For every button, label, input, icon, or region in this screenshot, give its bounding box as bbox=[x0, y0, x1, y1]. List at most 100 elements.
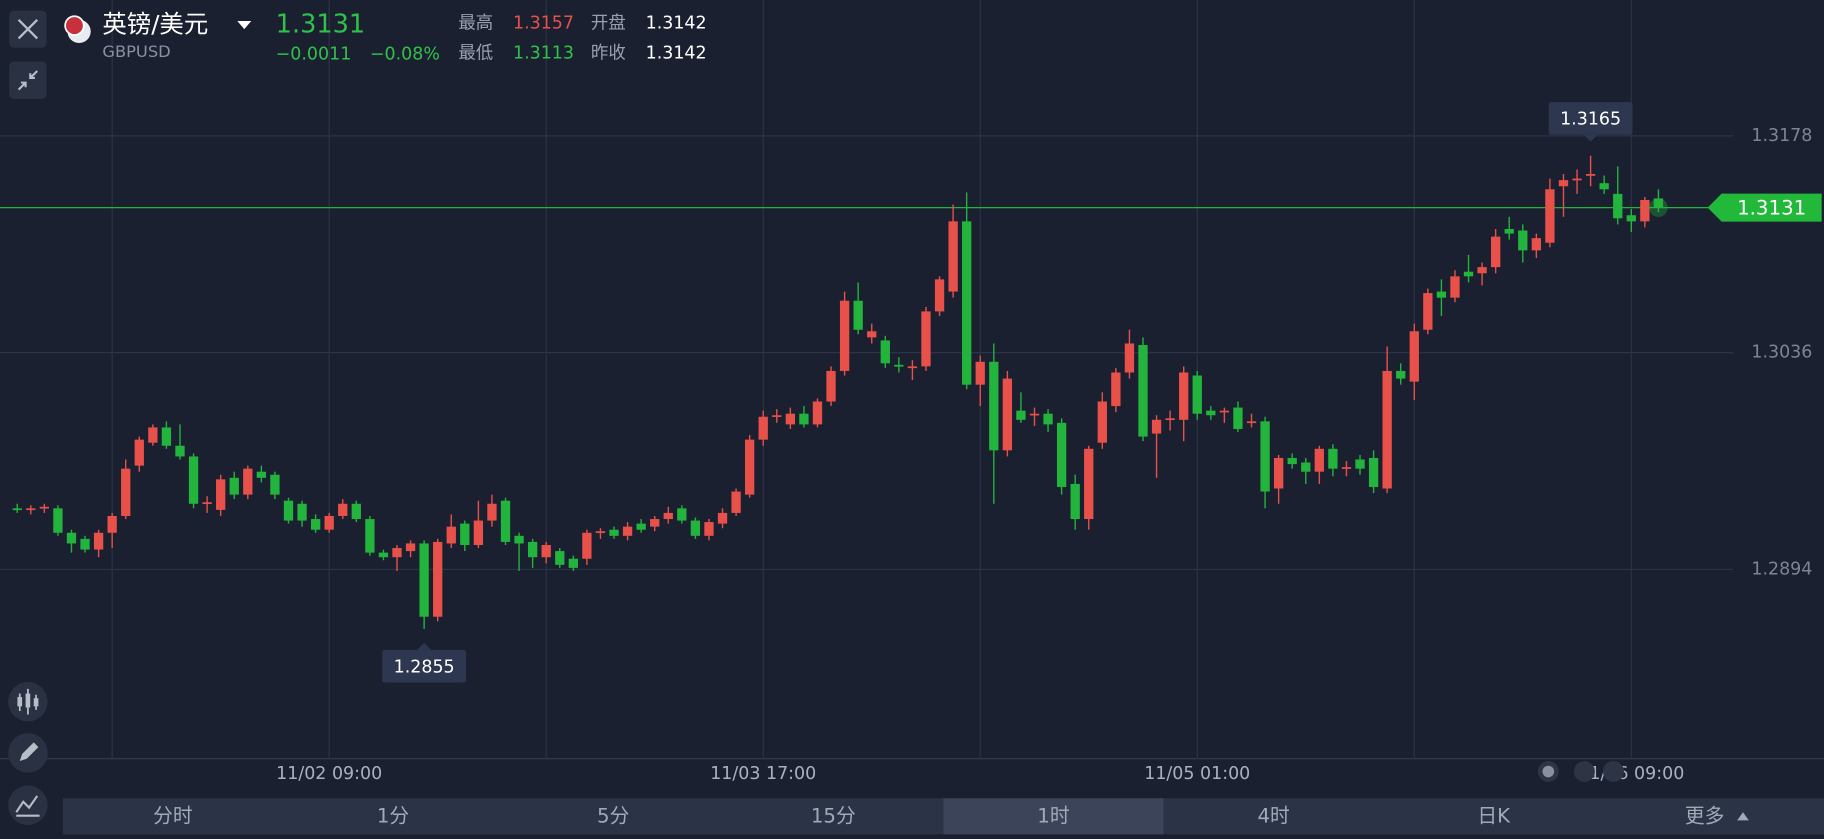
current-price: 1.3131 bbox=[276, 10, 365, 40]
price-change-pct: −0.08% bbox=[370, 45, 440, 65]
candle-body bbox=[745, 439, 755, 495]
timeframe-tab[interactable]: 1时 bbox=[1037, 804, 1069, 827]
candle-body bbox=[26, 508, 36, 511]
candle-body bbox=[446, 526, 456, 544]
candle-body bbox=[663, 512, 673, 520]
candle-body bbox=[595, 531, 606, 533]
candle-body bbox=[53, 508, 63, 533]
candle-body bbox=[1599, 183, 1609, 190]
candle-body bbox=[1260, 421, 1270, 492]
candle-body bbox=[216, 479, 226, 510]
candle-body bbox=[243, 468, 253, 495]
candle-body bbox=[500, 500, 511, 542]
candle-body bbox=[1382, 370, 1392, 489]
candle-body bbox=[1111, 372, 1121, 407]
candle-body bbox=[161, 427, 172, 446]
timeframe-tab[interactable]: 5分 bbox=[597, 804, 629, 827]
candle-body bbox=[541, 544, 551, 558]
candle-body bbox=[107, 515, 117, 533]
candle-body bbox=[514, 535, 524, 544]
candle-body bbox=[134, 439, 144, 466]
candle-body bbox=[1070, 483, 1080, 520]
candle-body bbox=[1219, 410, 1230, 413]
candle-body bbox=[1545, 189, 1555, 243]
candle-body bbox=[989, 361, 999, 451]
price-change: −0.0011 bbox=[276, 45, 352, 65]
draw-button[interactable] bbox=[8, 733, 48, 773]
candle-body bbox=[1518, 230, 1528, 251]
more-arrow[interactable] bbox=[1737, 812, 1749, 821]
candle-body bbox=[1192, 375, 1202, 414]
price-tag-label: 1.3131 bbox=[1737, 196, 1806, 219]
scroll-indicator[interactable] bbox=[1602, 761, 1624, 782]
candle-body bbox=[460, 523, 470, 545]
candle-body bbox=[1504, 228, 1514, 234]
candle-body bbox=[1273, 457, 1284, 489]
candle-body bbox=[1301, 462, 1311, 472]
candle-body bbox=[121, 468, 131, 516]
last-price-glow bbox=[1649, 198, 1668, 217]
dropdown-arrow[interactable] bbox=[237, 20, 252, 30]
candle-body bbox=[758, 416, 768, 440]
candle-body bbox=[582, 532, 592, 559]
candle-body bbox=[636, 523, 646, 530]
candle-body bbox=[948, 221, 958, 292]
timeframe-tab[interactable]: 1分 bbox=[377, 804, 409, 827]
candle-body bbox=[1246, 421, 1257, 424]
candle-body bbox=[1029, 413, 1040, 416]
x-tick-label: 11/02 09:00 bbox=[276, 764, 382, 784]
candle-body bbox=[934, 279, 945, 312]
candle-body bbox=[555, 551, 565, 565]
timeframe-tab[interactable]: 4时 bbox=[1257, 804, 1289, 827]
collapse-button[interactable] bbox=[9, 61, 47, 99]
indicator-button[interactable] bbox=[8, 785, 48, 826]
candle-body bbox=[1626, 215, 1636, 222]
candle-body bbox=[785, 413, 795, 425]
timeframe-tab[interactable]: 分时 bbox=[153, 804, 193, 827]
candle-body bbox=[1396, 370, 1406, 379]
candle-body bbox=[1585, 174, 1596, 176]
candle-body bbox=[609, 529, 619, 536]
callout-label: 1.3165 bbox=[1560, 110, 1621, 130]
candle-body bbox=[66, 532, 77, 544]
instrument-name[interactable]: 英镑/美元 bbox=[102, 10, 208, 39]
candle-body bbox=[1056, 422, 1067, 487]
scroll-indicator[interactable] bbox=[1542, 765, 1555, 778]
chart-type-button[interactable] bbox=[8, 681, 48, 722]
timeframe-tab[interactable]: 更多 bbox=[1685, 804, 1725, 827]
price-tag bbox=[1707, 193, 1822, 222]
candle-body bbox=[812, 401, 823, 425]
candle-body bbox=[256, 471, 267, 478]
candle-body bbox=[1097, 401, 1107, 443]
close-button[interactable] bbox=[9, 10, 47, 48]
timeframe-tab[interactable]: 日K bbox=[1477, 804, 1511, 827]
tab-active-bg bbox=[943, 798, 1164, 835]
candle-body bbox=[270, 474, 280, 495]
stat-value: 1.3142 bbox=[646, 13, 707, 33]
candle-body bbox=[826, 370, 836, 402]
candle-body bbox=[962, 221, 972, 385]
candle-body bbox=[1368, 457, 1379, 487]
y-tick-label: 1.3036 bbox=[1751, 343, 1812, 363]
candle-body bbox=[867, 331, 877, 338]
stat-value: 1.3142 bbox=[646, 44, 707, 64]
stat-label: 最低 bbox=[458, 44, 493, 64]
y-tick-label: 1.3178 bbox=[1751, 126, 1812, 146]
candle-body bbox=[894, 364, 904, 367]
candle-body bbox=[1043, 413, 1053, 425]
candle-body bbox=[1002, 378, 1013, 451]
header: 英镑/美元 GBPUSD 1.3131 −0.0011 −0.08% 最高 1.… bbox=[64, 10, 707, 65]
candle-body bbox=[690, 520, 701, 536]
candle-body bbox=[731, 491, 741, 513]
candle-body bbox=[1436, 291, 1447, 298]
timeframe-tab[interactable]: 15分 bbox=[811, 804, 856, 827]
scroll-indicator[interactable] bbox=[1573, 761, 1595, 782]
candle-body bbox=[1287, 457, 1297, 465]
candle-body bbox=[1558, 180, 1569, 187]
candle-body bbox=[487, 503, 497, 521]
candle-body bbox=[1409, 331, 1419, 382]
candle-body bbox=[283, 500, 294, 521]
